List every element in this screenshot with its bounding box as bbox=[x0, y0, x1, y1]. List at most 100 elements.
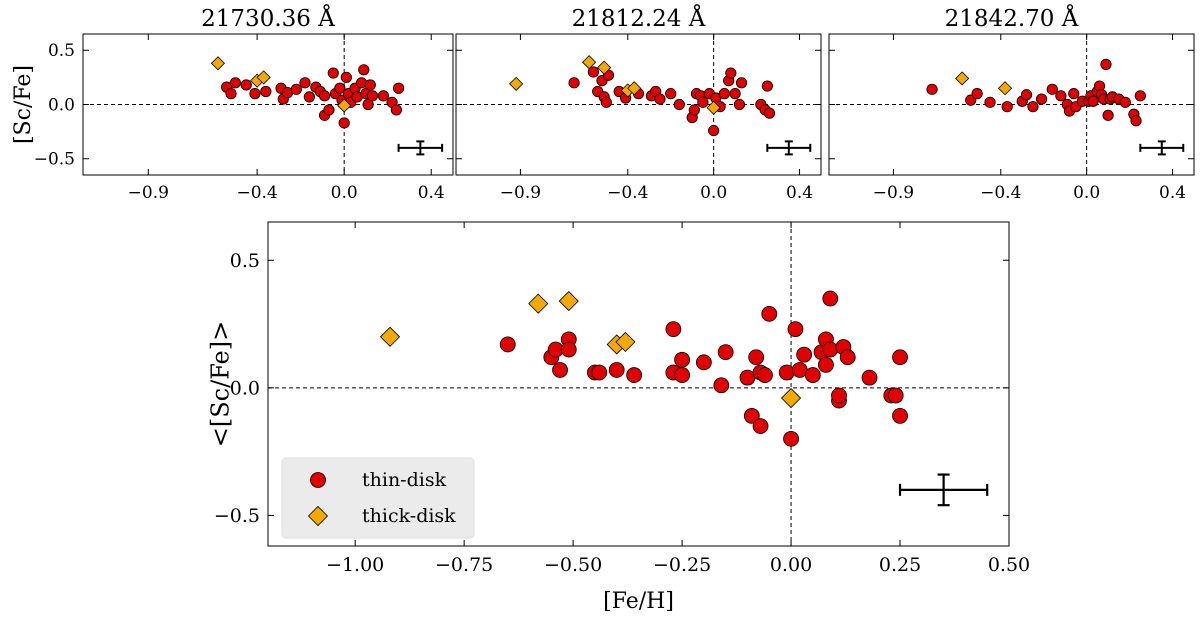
thin-disk-point bbox=[892, 349, 908, 366]
thin-disk-point bbox=[591, 364, 608, 381]
thin-disk-point bbox=[796, 346, 813, 363]
y-tick-label: 0.0 bbox=[48, 95, 75, 115]
thin-disk-point bbox=[1046, 83, 1058, 95]
panel-2: −0.9 −0.4 0.0 0.4 21812.24 Å bbox=[455, 4, 822, 203]
thin-disk-point bbox=[340, 71, 352, 83]
thin-disk-point bbox=[299, 77, 311, 89]
panel-title: 21842.70 Å bbox=[945, 4, 1079, 32]
error-bar bbox=[766, 140, 812, 156]
legend-box bbox=[281, 457, 475, 539]
thin-disk-point bbox=[729, 88, 741, 100]
legend-label: thin-disk bbox=[362, 469, 447, 491]
thin-disk-point bbox=[761, 80, 773, 92]
thin-disk-point bbox=[600, 96, 612, 108]
thick-disk-point bbox=[337, 98, 352, 113]
thin-disk-point bbox=[327, 67, 339, 79]
thin-disk-point bbox=[787, 321, 804, 338]
y-tick-label: 0.5 bbox=[48, 41, 75, 61]
x-tick-label: −0.4 bbox=[980, 183, 1021, 203]
thin-disk-point bbox=[743, 407, 760, 424]
thin-disk-point bbox=[225, 88, 237, 100]
thin-disk-point bbox=[1100, 58, 1112, 70]
error-bar bbox=[1139, 140, 1185, 156]
thin-disk-point bbox=[778, 364, 795, 381]
thin-disk-point bbox=[338, 117, 350, 129]
thin-disk-point bbox=[674, 351, 690, 368]
x-tick-label: −0.75 bbox=[435, 554, 493, 576]
x-tick-label: −0.4 bbox=[236, 183, 277, 203]
thin-disk-point bbox=[552, 362, 568, 378]
plot-frame bbox=[267, 221, 1010, 547]
thin-disk-point bbox=[761, 305, 778, 322]
thin-disk-point bbox=[752, 418, 769, 434]
error-bar bbox=[898, 473, 989, 507]
thin-disk-point bbox=[1055, 90, 1067, 102]
data-points bbox=[379, 290, 908, 447]
thin-disk-point bbox=[229, 77, 241, 89]
legend: thin-disk thick-disk bbox=[281, 457, 475, 539]
thick-disk-point bbox=[615, 331, 636, 352]
thin-disk-point bbox=[708, 124, 720, 137]
thin-disk-point bbox=[757, 367, 773, 383]
thin-disk-point bbox=[1027, 101, 1039, 113]
thin-disk-point bbox=[303, 91, 315, 103]
panel-4: −1.00 −0.75 −0.50 −0.25 0.00 0.25 0.50 0.5 0.0 −0… bbox=[207, 221, 1030, 614]
thin-disk-point bbox=[822, 341, 839, 358]
x-tick-label: 0.4 bbox=[418, 183, 445, 203]
thin-disk-point bbox=[323, 104, 335, 116]
thin-disk-point bbox=[695, 354, 712, 371]
thin-disk-point bbox=[822, 290, 839, 307]
thin-disk-point bbox=[674, 367, 690, 383]
thick-disk-point bbox=[379, 326, 401, 347]
y-axis-label: <[Sc/Fe]> bbox=[207, 321, 235, 447]
thick-disk-point bbox=[627, 81, 642, 96]
thin-disk-point bbox=[697, 96, 709, 108]
thin-disk-point bbox=[364, 79, 376, 91]
thin-disk-point bbox=[673, 98, 685, 111]
y-tick-label: −0.5 bbox=[34, 150, 75, 170]
thin-disk-point bbox=[1068, 88, 1080, 100]
thin-disk-point bbox=[804, 367, 821, 383]
thin-disk-point bbox=[733, 98, 746, 111]
x-tick-label: −0.9 bbox=[500, 183, 541, 203]
x-tick-label: −0.9 bbox=[873, 183, 914, 203]
error-bar bbox=[397, 140, 444, 156]
x-tick-label: 0.25 bbox=[879, 554, 921, 576]
x-tick-label: 0.0 bbox=[700, 183, 727, 203]
y-tick-label: 0.5 bbox=[230, 250, 260, 272]
thin-disk-point bbox=[626, 367, 643, 383]
x-tick-label: −0.50 bbox=[544, 554, 602, 576]
thin-disk-point bbox=[1020, 89, 1033, 101]
legend-thin-disk-marker bbox=[310, 472, 326, 488]
y-tick-label: −0.5 bbox=[214, 505, 260, 527]
thick-disk-point bbox=[582, 55, 597, 70]
thin-disk-point bbox=[818, 356, 834, 373]
thin-disk-point bbox=[1134, 90, 1146, 102]
thin-disk-point bbox=[831, 387, 847, 404]
thin-disk-point bbox=[763, 107, 776, 119]
thin-disk-point bbox=[665, 321, 682, 338]
thin-disk-point bbox=[290, 83, 302, 95]
thick-disk-point bbox=[528, 293, 549, 314]
x-tick-label: −1.00 bbox=[326, 554, 384, 576]
thin-disk-point bbox=[713, 377, 730, 394]
thin-disk-point bbox=[839, 349, 856, 366]
thick-disk-point bbox=[955, 71, 970, 86]
thick-disk-point bbox=[780, 387, 802, 409]
thin-disk-point bbox=[892, 407, 908, 424]
thick-disk-point bbox=[706, 100, 721, 115]
thin-disk-point bbox=[560, 341, 577, 358]
thin-disk-point bbox=[1130, 115, 1142, 127]
thick-disk-point bbox=[997, 81, 1013, 96]
thin-disk-point bbox=[392, 82, 405, 94]
thick-disk-point bbox=[256, 70, 271, 85]
thin-disk-point bbox=[717, 344, 734, 361]
x-tick-label: −0.9 bbox=[128, 183, 169, 203]
thick-disk-point bbox=[210, 56, 226, 71]
thin-disk-point bbox=[249, 88, 261, 100]
data-points bbox=[926, 58, 1146, 127]
thin-disk-point bbox=[240, 79, 252, 91]
x-tick-label: 0.4 bbox=[786, 183, 813, 203]
panel-title: 21730.36 Å bbox=[201, 4, 335, 32]
thin-disk-point bbox=[1119, 96, 1131, 108]
